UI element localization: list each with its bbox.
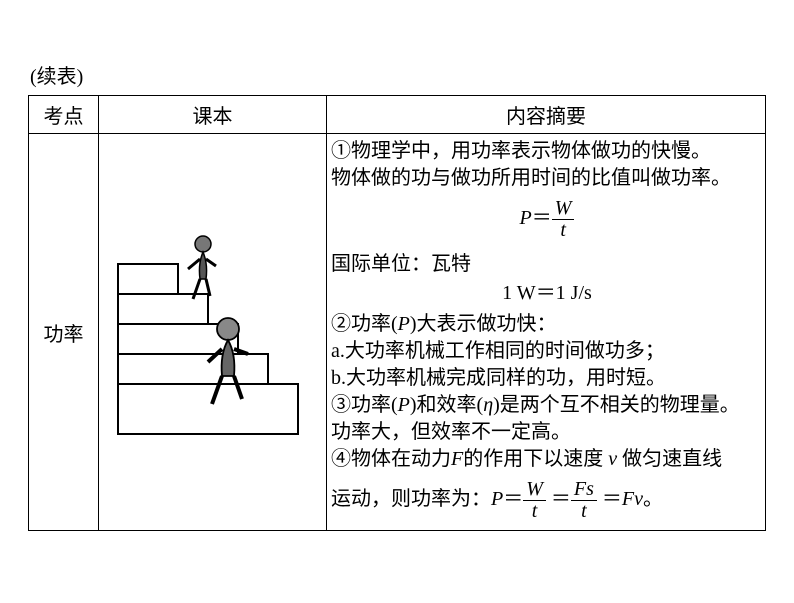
var-P: P: [520, 207, 532, 229]
content-line: ③功率(P)和效率(η)是两个互不相关的物理量。: [331, 392, 763, 419]
content-line: ②功率(P)大表示做功快：: [331, 311, 763, 338]
unit-line: 1 W＝1 J/s: [331, 280, 763, 307]
continued-label: (续表): [30, 60, 766, 89]
header-keben: 课本: [99, 96, 327, 134]
physics-table: 考点 课本 内容摘要 功率: [28, 95, 766, 531]
eq-sign: ＝: [532, 207, 552, 229]
content-line: a.大功率机械工作相同的时间做功多；: [331, 338, 763, 365]
content-line: 功率大，但效率不一定高。: [331, 419, 763, 446]
content-line: ①物理学中，用功率表示物体做功的快慢。: [331, 138, 763, 165]
header-neirong: 内容摘要: [327, 96, 766, 134]
var-W: W: [552, 198, 575, 220]
content-line: 国际单位：瓦特: [331, 251, 763, 278]
formula-p-w-t: P＝Wt: [331, 198, 763, 241]
content-line: b.大功率机械完成同样的功，用时短。: [331, 365, 763, 392]
content-line-formula: 运动，则功率为：P＝Wt ＝Fst ＝Fv。: [331, 479, 763, 522]
content-line: ④物体在动力F的作用下以速度 v 做匀速直线: [331, 446, 763, 473]
header-kaodian: 考点: [29, 96, 99, 134]
stairs-illustration: [108, 204, 318, 454]
table-row: 功率: [29, 134, 766, 531]
row-topic: 功率: [29, 134, 99, 531]
content-cell: ①物理学中，用功率表示物体做功的快慢。 物体做的功与做功所用时间的比值叫做功率。…: [327, 134, 766, 531]
table-header-row: 考点 课本 内容摘要: [29, 96, 766, 134]
var-t: t: [552, 220, 575, 241]
content-line: 物体做的功与做功所用时间的比值叫做功率。: [331, 165, 763, 192]
illustration-cell: [99, 134, 327, 531]
